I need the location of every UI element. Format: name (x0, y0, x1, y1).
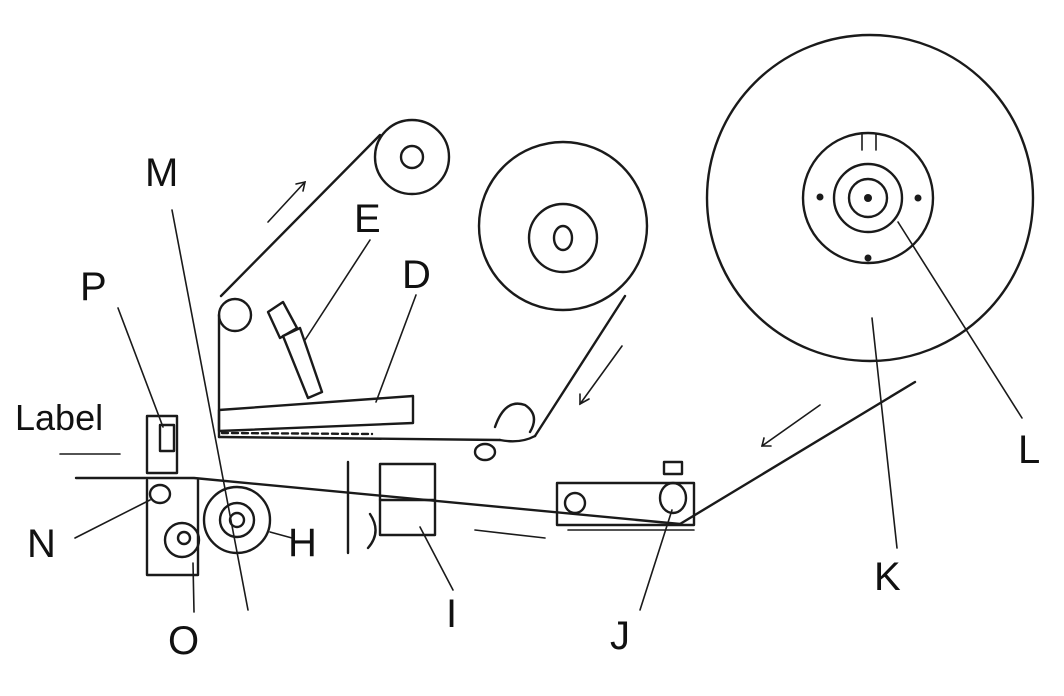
pressure-roller (202, 485, 272, 555)
label-d: D (402, 253, 431, 297)
label-word: Label (15, 397, 103, 438)
label-h: H (288, 521, 317, 565)
label-web (74, 380, 917, 526)
label-m: M (145, 151, 178, 195)
peel-plate (217, 394, 415, 433)
guide-block (346, 460, 437, 555)
rewind-reel (477, 140, 649, 312)
supply-reel (705, 33, 1035, 363)
direction-arrows (59, 180, 821, 539)
label-p: P (80, 265, 107, 309)
label-i: I (446, 592, 457, 636)
leader-lines (74, 209, 1023, 613)
label-j: J (610, 614, 630, 658)
label-o: O (168, 619, 199, 663)
sensor (266, 300, 324, 400)
label-k: K (874, 555, 901, 599)
applicator-head (145, 414, 201, 577)
label-l: L (1018, 428, 1040, 472)
label-n: N (27, 522, 56, 566)
tension-block (555, 460, 696, 531)
label-e: E (354, 197, 381, 241)
